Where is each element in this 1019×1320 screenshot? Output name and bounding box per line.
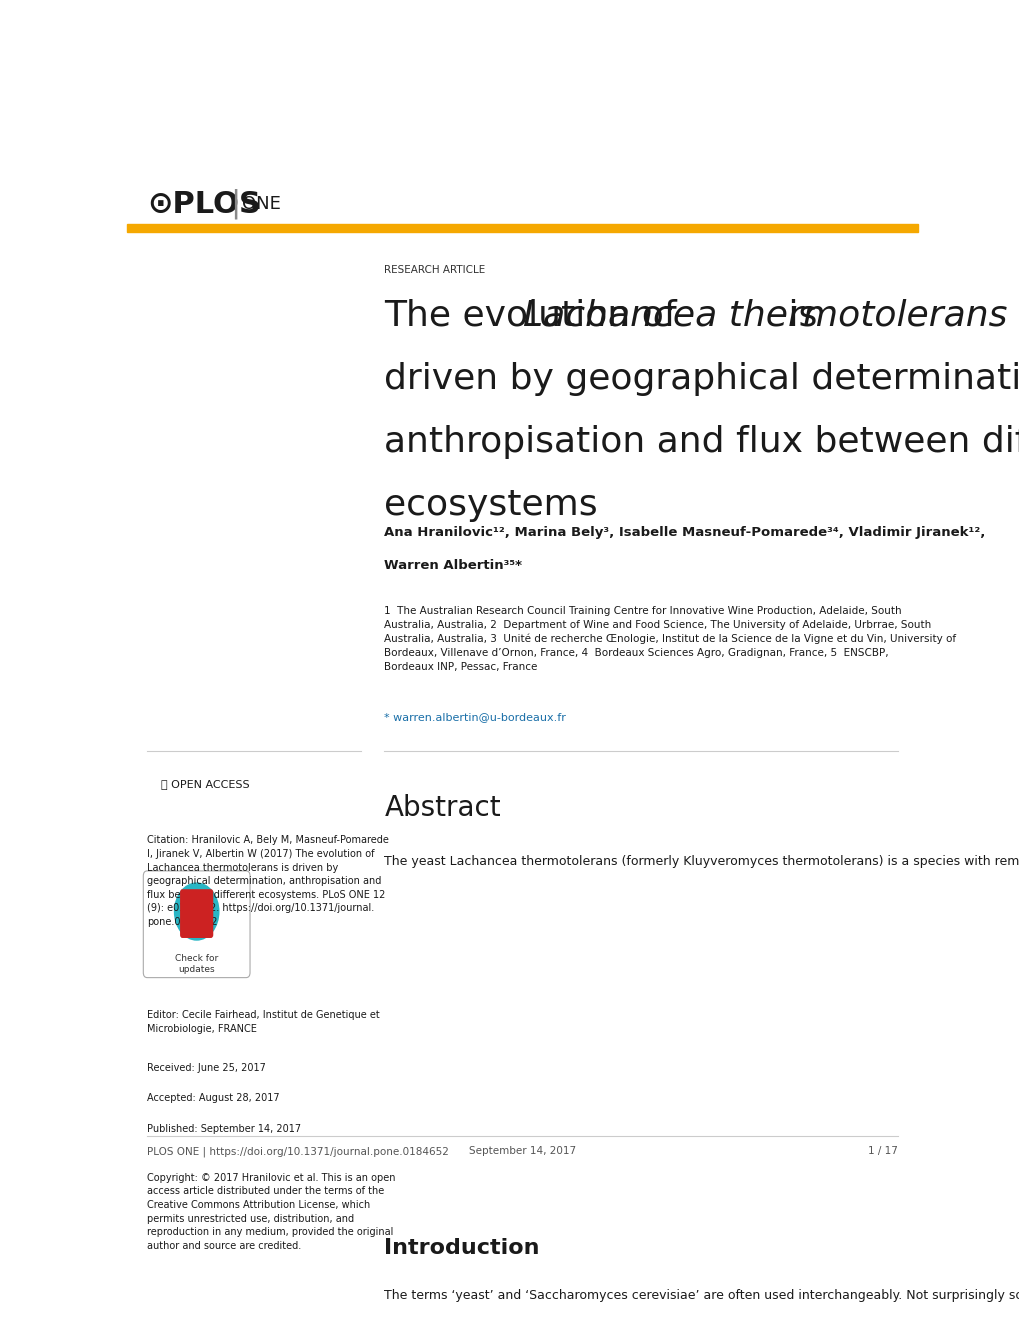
Bar (127, 224, 917, 232)
Text: Introduction: Introduction (384, 1238, 539, 1258)
Text: Lachancea thermotolerans: Lachancea thermotolerans (522, 298, 1007, 333)
Text: Ana Hranilovic¹², Marina Bely³, Isabelle Masneuf-Pomarede³⁴, Vladimir Jiranek¹²,: Ana Hranilovic¹², Marina Bely³, Isabelle… (384, 527, 984, 540)
Text: RESEARCH ARTICLE: RESEARCH ARTICLE (384, 265, 485, 275)
Text: Warren Albertin³⁵*: Warren Albertin³⁵* (384, 558, 522, 572)
Text: Check for: Check for (175, 954, 218, 964)
Text: 1  The Australian Research Council Training Centre for Innovative Wine Productio: 1 The Australian Research Council Traini… (384, 606, 956, 672)
Text: ONE: ONE (242, 195, 280, 213)
Text: Abstract: Abstract (384, 793, 500, 821)
Text: Accepted: August 28, 2017: Accepted: August 28, 2017 (147, 1093, 279, 1104)
Text: The evolution of: The evolution of (384, 298, 688, 333)
Text: 1 / 17: 1 / 17 (867, 1146, 898, 1156)
Text: The terms ‘yeast’ and ‘Saccharomyces cerevisiae’ are often used interchangeably.: The terms ‘yeast’ and ‘Saccharomyces cer… (384, 1288, 1019, 1302)
Text: Copyright: © 2017 Hranilovic et al. This is an open
access article distributed u: Copyright: © 2017 Hranilovic et al. This… (147, 1172, 395, 1251)
Text: is: is (776, 298, 817, 333)
Text: Citation: Hranilovic A, Bely M, Masneuf-Pomarede
I, Jiranek V, Albertin W (2017): Citation: Hranilovic A, Bely M, Masneuf-… (147, 836, 389, 927)
Text: |: | (230, 189, 240, 219)
Text: The yeast Lachancea thermotolerans (formerly Kluyveromyces thermotolerans) is a : The yeast Lachancea thermotolerans (form… (384, 854, 1019, 867)
Text: driven by geographical determination,: driven by geographical determination, (384, 362, 1019, 396)
Circle shape (174, 883, 219, 940)
Text: updates: updates (178, 965, 215, 974)
FancyBboxPatch shape (180, 890, 213, 939)
Text: 🔓 OPEN ACCESS: 🔓 OPEN ACCESS (161, 779, 250, 789)
Text: September 14, 2017: September 14, 2017 (469, 1146, 576, 1156)
Text: ecosystems: ecosystems (384, 487, 597, 521)
Text: PLOS ONE | https://doi.org/10.1371/journal.pone.0184652: PLOS ONE | https://doi.org/10.1371/journ… (147, 1146, 448, 1156)
Text: Editor: Cecile Fairhead, Institut de Genetique et
Microbiologie, FRANCE: Editor: Cecile Fairhead, Institut de Gen… (147, 1010, 380, 1034)
Text: anthropisation and flux between different: anthropisation and flux between differen… (384, 425, 1019, 458)
FancyBboxPatch shape (143, 871, 250, 978)
Text: * warren.albertin@u-bordeaux.fr: * warren.albertin@u-bordeaux.fr (384, 713, 566, 722)
Text: Published: September 14, 2017: Published: September 14, 2017 (147, 1123, 301, 1134)
Text: Received: June 25, 2017: Received: June 25, 2017 (147, 1063, 266, 1073)
Text: ⊙PLOS: ⊙PLOS (147, 190, 261, 219)
